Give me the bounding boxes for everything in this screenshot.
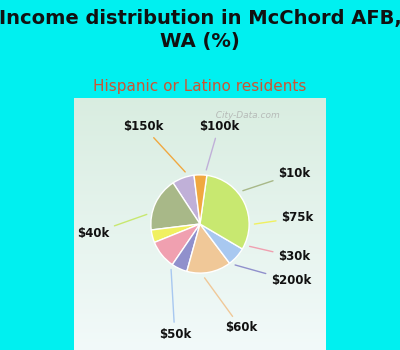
- Wedge shape: [187, 224, 230, 273]
- Wedge shape: [151, 224, 200, 243]
- Text: Hispanic or Latino residents: Hispanic or Latino residents: [93, 79, 307, 94]
- Text: $75k: $75k: [254, 211, 314, 224]
- Wedge shape: [194, 175, 207, 224]
- Text: $10k: $10k: [243, 167, 310, 191]
- Wedge shape: [200, 224, 242, 263]
- Text: $30k: $30k: [250, 246, 310, 263]
- Wedge shape: [154, 224, 200, 265]
- Wedge shape: [151, 183, 200, 230]
- Text: $50k: $50k: [159, 270, 191, 341]
- Text: City-Data.com: City-Data.com: [210, 111, 280, 120]
- Text: $40k: $40k: [77, 215, 147, 240]
- Text: $200k: $200k: [235, 265, 312, 287]
- Text: Income distribution in McChord AFB,
WA (%): Income distribution in McChord AFB, WA (…: [0, 9, 400, 51]
- Text: $150k: $150k: [123, 120, 185, 172]
- Text: $60k: $60k: [204, 278, 257, 335]
- Wedge shape: [172, 224, 200, 271]
- Wedge shape: [173, 175, 200, 224]
- Text: $100k: $100k: [199, 120, 239, 170]
- Wedge shape: [200, 175, 249, 249]
